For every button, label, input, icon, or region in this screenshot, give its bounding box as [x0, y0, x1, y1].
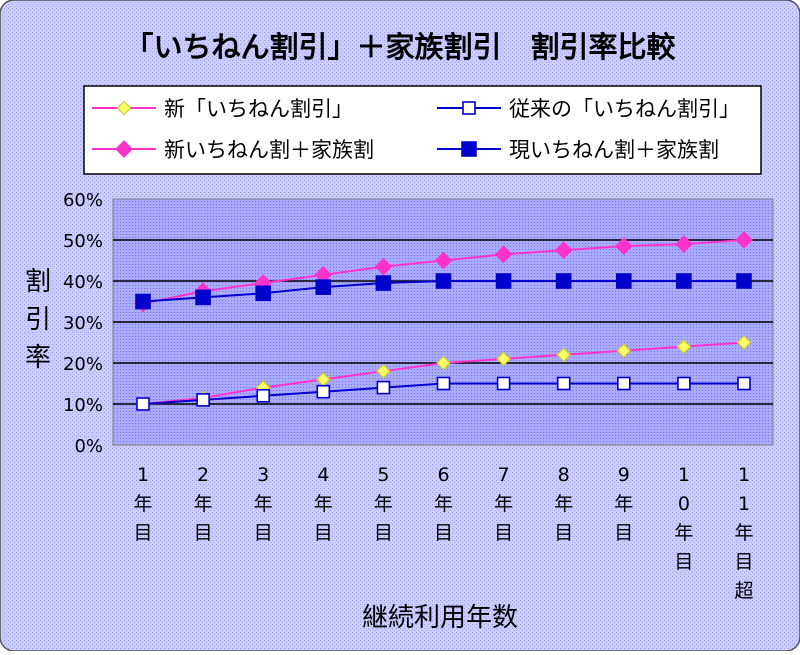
- x-tick-label: 5 年目: [374, 464, 393, 544]
- data-point: [737, 376, 751, 391]
- data-point: [614, 237, 633, 255]
- x-tick-label: 8 年目: [554, 464, 573, 544]
- x-axis-title: 継続利用年数: [362, 603, 518, 633]
- data-point: [496, 376, 511, 391]
- y-tick-label: 60%: [63, 190, 103, 211]
- data-point: [376, 380, 391, 395]
- data-point: [616, 343, 632, 359]
- data-point: [196, 393, 210, 407]
- data-point: [677, 376, 691, 391]
- y-tick-label: 50%: [63, 231, 103, 252]
- data-point: [556, 376, 571, 391]
- data-point: [256, 388, 271, 403]
- legend-entry: 新いちねん割＋家族割: [92, 138, 374, 162]
- series-4: [135, 273, 752, 310]
- legend: 新「いちねん割引」 従来の「いちねん割引」新いちねん割＋家族割 現いちねん割＋家族割: [83, 85, 762, 175]
- data-point: [136, 397, 150, 411]
- data-point: [316, 384, 331, 399]
- data-point: [435, 273, 452, 289]
- legend-box: [83, 85, 762, 175]
- x-tick-label: 3 年目: [254, 464, 273, 544]
- data-point: [496, 351, 511, 367]
- data-point: [736, 335, 752, 350]
- data-point: [495, 273, 512, 289]
- x-tick-label: 1 1 年目超: [734, 464, 753, 602]
- y-tick-label: 0%: [74, 436, 103, 457]
- y-tick-label: 20%: [63, 354, 103, 375]
- chart-title: 「いちねん割引」＋家族割引 割引率比較: [124, 30, 676, 64]
- legend-entry: 現いちねん割＋家族割: [437, 138, 719, 162]
- legend-label: 現いちねん割＋家族割: [509, 138, 719, 162]
- data-point: [556, 347, 572, 363]
- legend-marker: [116, 100, 132, 116]
- data-point: [374, 257, 393, 276]
- legend-entry: 従来の「いちねん割引」: [437, 97, 740, 121]
- y-tick-label: 40%: [63, 272, 103, 293]
- data-point: [436, 376, 451, 391]
- legend-label: 従来の「いちねん割引」: [509, 97, 740, 121]
- y-tick-label: 10%: [63, 395, 103, 416]
- data-point: [315, 279, 332, 295]
- x-tick-label: 4 年目: [314, 464, 333, 544]
- data-point: [436, 355, 451, 371]
- data-point: [376, 363, 391, 379]
- data-point: [375, 275, 392, 291]
- legend-entry: 新「いちねん割引」: [92, 97, 353, 121]
- y-axis-title: 割引率: [25, 267, 51, 373]
- data-point: [735, 231, 753, 249]
- y-tick-label: 30%: [63, 313, 103, 334]
- x-tick-label: 2 年目: [194, 464, 213, 544]
- x-tick-label: 6 年目: [434, 464, 453, 544]
- data-point: [676, 273, 692, 289]
- legend-marker: [461, 141, 477, 157]
- x-tick-label: 7 年目: [494, 464, 513, 544]
- x-tick-label: 9 年目: [614, 464, 633, 544]
- data-point: [555, 273, 572, 289]
- data-point: [255, 285, 272, 302]
- data-point: [554, 241, 573, 260]
- data-point: [675, 235, 693, 253]
- legend-label: 新「いちねん割引」: [164, 97, 353, 121]
- data-point: [195, 289, 211, 306]
- data-point: [616, 376, 631, 391]
- plot-area: 0% 10% 20% 30% 40% 50% 60%: [63, 190, 774, 457]
- data-point: [135, 293, 151, 310]
- data-point: [615, 273, 632, 289]
- x-tick-label: 1 0 年目: [674, 464, 693, 573]
- x-tick-label: 1 年目: [133, 464, 152, 544]
- legend-marker: [462, 101, 476, 115]
- data-point: [736, 273, 752, 289]
- data-point: [494, 245, 513, 264]
- legend-label: 新いちねん割＋家族割: [164, 138, 374, 162]
- x-axis-categories: 1 年目 2 年目 3 年目 4 年目 5 年目 6 年目 7 年目 8 年目 9 年目 1 0 年目 1 1 年目超: [133, 464, 753, 602]
- series-2: [136, 376, 751, 411]
- legend-marker: [115, 140, 133, 158]
- data-point: [676, 339, 692, 354]
- data-point: [434, 251, 453, 270]
